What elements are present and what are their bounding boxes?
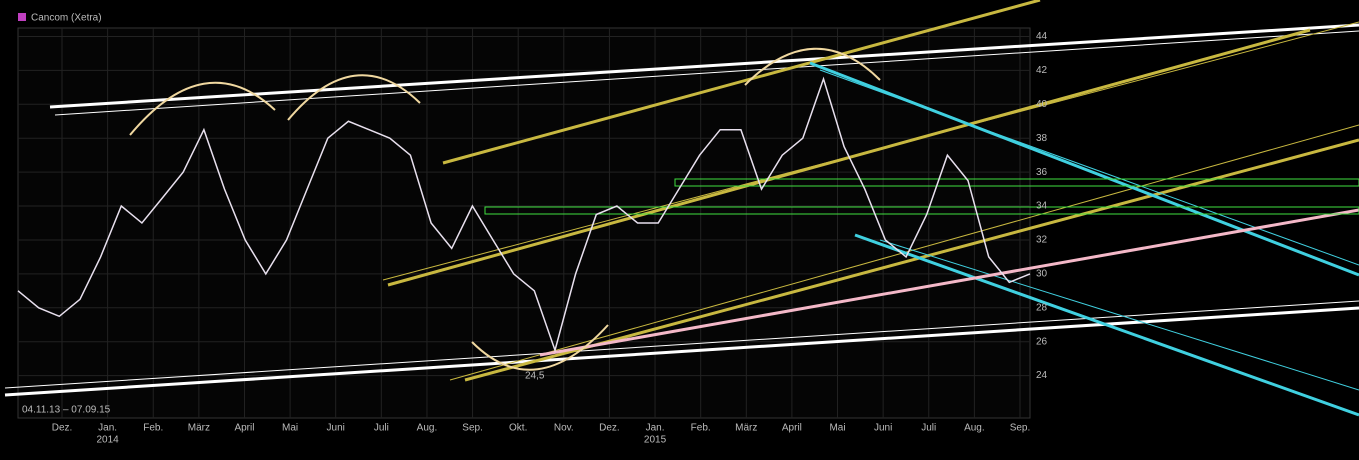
y-tick-label: 32 (1036, 235, 1048, 246)
trend-line (49, 23, 1359, 109)
x-tick-label: Jan. (646, 423, 665, 434)
trend-line (4, 306, 1359, 397)
x-tick-label: Feb. (143, 423, 163, 434)
trend-line (819, 69, 1359, 266)
y-tick-label: 26 (1036, 336, 1048, 347)
arc (744, 47, 881, 86)
trend-line (54, 30, 1359, 116)
x-tick-label: Feb. (691, 423, 711, 434)
y-tick-label: 34 (1036, 201, 1048, 212)
x-tick-label: März (188, 423, 210, 434)
x-tick-label: Sep. (462, 423, 483, 434)
x-tick-label: Mai (829, 423, 845, 434)
x-tick-label: Juli (374, 423, 389, 434)
trend-line (809, 61, 1359, 277)
x-tick-label: Juni (327, 423, 345, 434)
y-tick-label: 40 (1036, 99, 1048, 110)
trend-lines (4, 0, 1359, 417)
x-tick-label: April (782, 423, 802, 434)
y-tick-label: 30 (1036, 269, 1048, 280)
arc (471, 324, 609, 371)
trend-line (4, 300, 1359, 389)
grid (18, 28, 1030, 418)
trend-line (442, 0, 1041, 165)
arc (287, 74, 421, 121)
annotation: 24,5 (525, 371, 545, 382)
x-tick-label: Jan. (98, 423, 117, 434)
y-tick-label: 44 (1036, 31, 1048, 42)
y-tick-label: 38 (1036, 133, 1048, 144)
trend-line (382, 21, 1359, 281)
x-tick-label: Sep. (1010, 423, 1031, 434)
date-range: 04.11.13 – 07.09.15 (22, 405, 111, 416)
y-tick-label: 36 (1036, 167, 1048, 178)
support-zone (484, 206, 1359, 215)
y-tick-label: 28 (1036, 302, 1048, 313)
x-tick-label: Nov. (554, 423, 574, 434)
year-label: 2014 (96, 435, 119, 446)
price-line (17, 76, 1031, 353)
trend-line (539, 208, 1359, 357)
x-tick-label: Dez. (52, 423, 73, 434)
x-tick-label: März (735, 423, 757, 434)
arc (129, 81, 276, 136)
trend-line (464, 138, 1359, 382)
x-tick-label: Juni (874, 423, 892, 434)
x-tick-label: Juli (921, 423, 936, 434)
trend-line (854, 233, 1359, 417)
x-tick-label: Aug. (964, 423, 985, 434)
x-tick-label: Okt. (509, 423, 527, 434)
x-tick-label: Aug. (417, 423, 438, 434)
x-tick-label: Dez. (599, 423, 620, 434)
chart-title: Cancom (Xetra) (31, 13, 102, 24)
x-tick-label: Mai (282, 423, 298, 434)
legend-marker (18, 13, 26, 21)
year-label: 2015 (644, 435, 667, 446)
y-tick-label: 42 (1036, 65, 1048, 76)
plot-area (17, 27, 1031, 419)
support-zone (674, 178, 1359, 187)
trend-line (879, 239, 1359, 391)
x-tick-label: April (234, 423, 254, 434)
y-tick-label: 24 (1036, 370, 1048, 381)
